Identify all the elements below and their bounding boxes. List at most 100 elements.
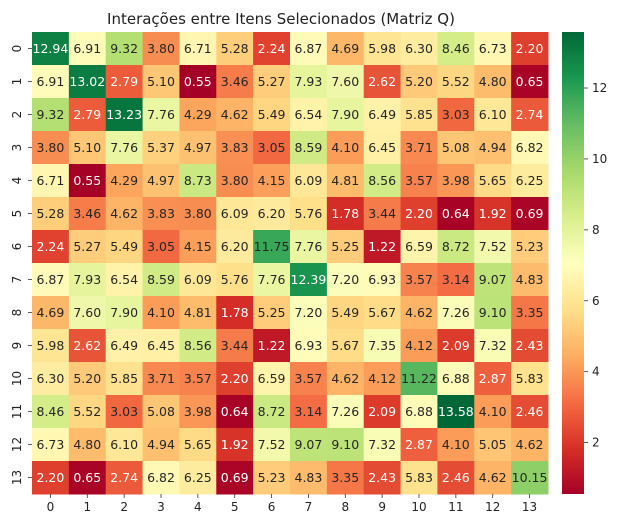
cell-value-2-8: 7.90 (331, 107, 359, 122)
heatmap-cell-3-9 (363, 131, 402, 165)
cell-value-5-6: 6.20 (258, 206, 286, 221)
cell-value-5-11: 0.64 (442, 206, 470, 221)
colorbar-scale (562, 32, 584, 494)
heatmap-cell-12-5 (216, 428, 254, 462)
cell-value-5-4: 3.80 (184, 206, 212, 221)
heatmap-cell-8-3 (142, 296, 180, 330)
cell-value-2-6: 5.49 (258, 107, 286, 122)
heatmap-cell-12-1 (68, 428, 107, 462)
cell-value-11-13: 2.46 (516, 404, 544, 419)
heatmap-cell-12-7 (290, 428, 328, 462)
heatmap-cell-11-13 (511, 395, 549, 429)
cell-value-0-4: 6.71 (184, 41, 212, 56)
cell-value-13-2: 2.74 (110, 470, 138, 485)
heatmap-cell-1-11 (437, 65, 475, 99)
cell-value-7-1: 7.93 (73, 272, 101, 287)
heatmap-cell-5-3 (142, 197, 180, 231)
heatmap-cell-9-8 (326, 329, 365, 363)
cell-value-9-3: 6.45 (147, 338, 175, 353)
cell-value-10-12: 2.87 (479, 371, 507, 386)
x-tick-label-1: 1 (83, 500, 91, 514)
heatmap-cell-13-9 (363, 461, 402, 495)
heatmap-cell-5-2 (105, 197, 144, 231)
heatmap-cell-10-9 (363, 362, 402, 396)
cell-value-12-2: 6.10 (110, 437, 138, 452)
heatmap-cell-4-13 (511, 164, 549, 198)
y-tick-label-2: 2 (10, 111, 24, 119)
y-tick-label-1: 1 (10, 78, 24, 86)
cell-value-1-1: 13.02 (69, 74, 105, 89)
heatmap-cell-8-0 (32, 296, 70, 330)
heatmap-cell-5-7 (290, 197, 328, 231)
cell-value-13-12: 4.62 (479, 470, 507, 485)
colorbar-tick-label-4: 10 (592, 152, 607, 166)
cell-value-8-4: 4.81 (184, 305, 212, 320)
x-tick-label-9: 9 (378, 500, 386, 514)
cell-value-6-3: 3.05 (147, 239, 175, 254)
cell-value-1-5: 3.46 (221, 74, 249, 89)
cell-value-10-10: 11.22 (401, 371, 437, 386)
heatmap-cell-9-12 (474, 329, 512, 363)
cell-value-13-4: 6.25 (184, 470, 212, 485)
heatmap-cell-12-4 (179, 428, 217, 462)
cell-value-4-13: 6.25 (516, 173, 544, 188)
heatmap-cells: 12.94 6.91 9.32 3.80 6.71 5.28 2.24 6.87 4.69 5.9… (32, 32, 549, 495)
y-tick-label-6: 6 (10, 243, 24, 251)
cell-value-1-2: 2.79 (110, 74, 138, 89)
cell-value-6-13: 5.23 (516, 239, 544, 254)
heatmap-cell-2-13 (511, 98, 549, 132)
heatmap-cell-5-10 (400, 197, 438, 231)
cell-value-6-12: 7.52 (479, 239, 507, 254)
heatmap-cell-8-10 (400, 296, 438, 330)
cell-value-6-8: 5.25 (331, 239, 359, 254)
heatmap-cell-13-0 (32, 461, 70, 495)
heatmap-cell-2-5 (216, 98, 254, 132)
heatmap-cell-12-8 (326, 428, 365, 462)
heatmap-cell-5-4 (179, 197, 217, 231)
cell-value-12-12: 5.05 (479, 437, 507, 452)
heatmap-cell-6-10 (400, 230, 438, 264)
heatmap-cell-3-6 (253, 131, 291, 165)
cell-value-10-8: 4.62 (331, 371, 359, 386)
heatmap-cell-9-4 (179, 329, 217, 363)
cell-value-6-9: 1.22 (368, 239, 396, 254)
cell-value-1-6: 5.27 (258, 74, 286, 89)
heatmap-cell-10-8 (326, 362, 365, 396)
heatmap-cell-4-7 (290, 164, 328, 198)
cell-value-9-6: 1.22 (258, 338, 286, 353)
heatmap-cell-9-5 (216, 329, 254, 363)
cell-value-12-8: 9.10 (331, 437, 359, 452)
cell-value-4-2: 4.29 (110, 173, 138, 188)
heatmap-cell-10-11 (437, 362, 475, 396)
heatmap-cell-6-6 (253, 230, 291, 264)
cell-value-10-4: 3.57 (184, 371, 212, 386)
heatmap-cell-5-8 (326, 197, 365, 231)
cell-value-11-7: 3.14 (295, 404, 323, 419)
cell-value-3-4: 4.97 (184, 140, 212, 155)
cell-value-6-5: 6.20 (221, 239, 249, 254)
cell-value-1-3: 5.10 (147, 74, 175, 89)
cell-value-3-2: 7.76 (110, 140, 138, 155)
heatmap-cell-6-3 (142, 230, 180, 264)
cell-value-4-0: 6.71 (37, 173, 65, 188)
cell-value-13-9: 2.43 (368, 470, 396, 485)
cell-value-0-9: 5.98 (368, 41, 396, 56)
heatmap-cell-3-8 (326, 131, 365, 165)
cell-value-2-4: 4.29 (184, 107, 212, 122)
colorbar-tick-label-3: 8 (592, 223, 600, 237)
heatmap-cell-11-12 (474, 395, 512, 429)
heatmap-cell-1-4 (179, 65, 217, 99)
cell-value-8-6: 5.25 (258, 305, 286, 320)
heatmap-cell-12-11 (437, 428, 475, 462)
heatmap-cell-11-4 (179, 395, 217, 429)
heatmap-cell-6-9 (363, 230, 402, 264)
heatmap-cell-8-2 (105, 296, 144, 330)
heatmap-cell-8-8 (326, 296, 365, 330)
cell-value-12-0: 6.73 (37, 437, 65, 452)
heatmap-cell-3-3 (142, 131, 180, 165)
cell-value-9-13: 2.43 (516, 338, 544, 353)
heatmap-cell-2-0 (32, 98, 70, 132)
heatmap-cell-13-2 (105, 461, 144, 495)
